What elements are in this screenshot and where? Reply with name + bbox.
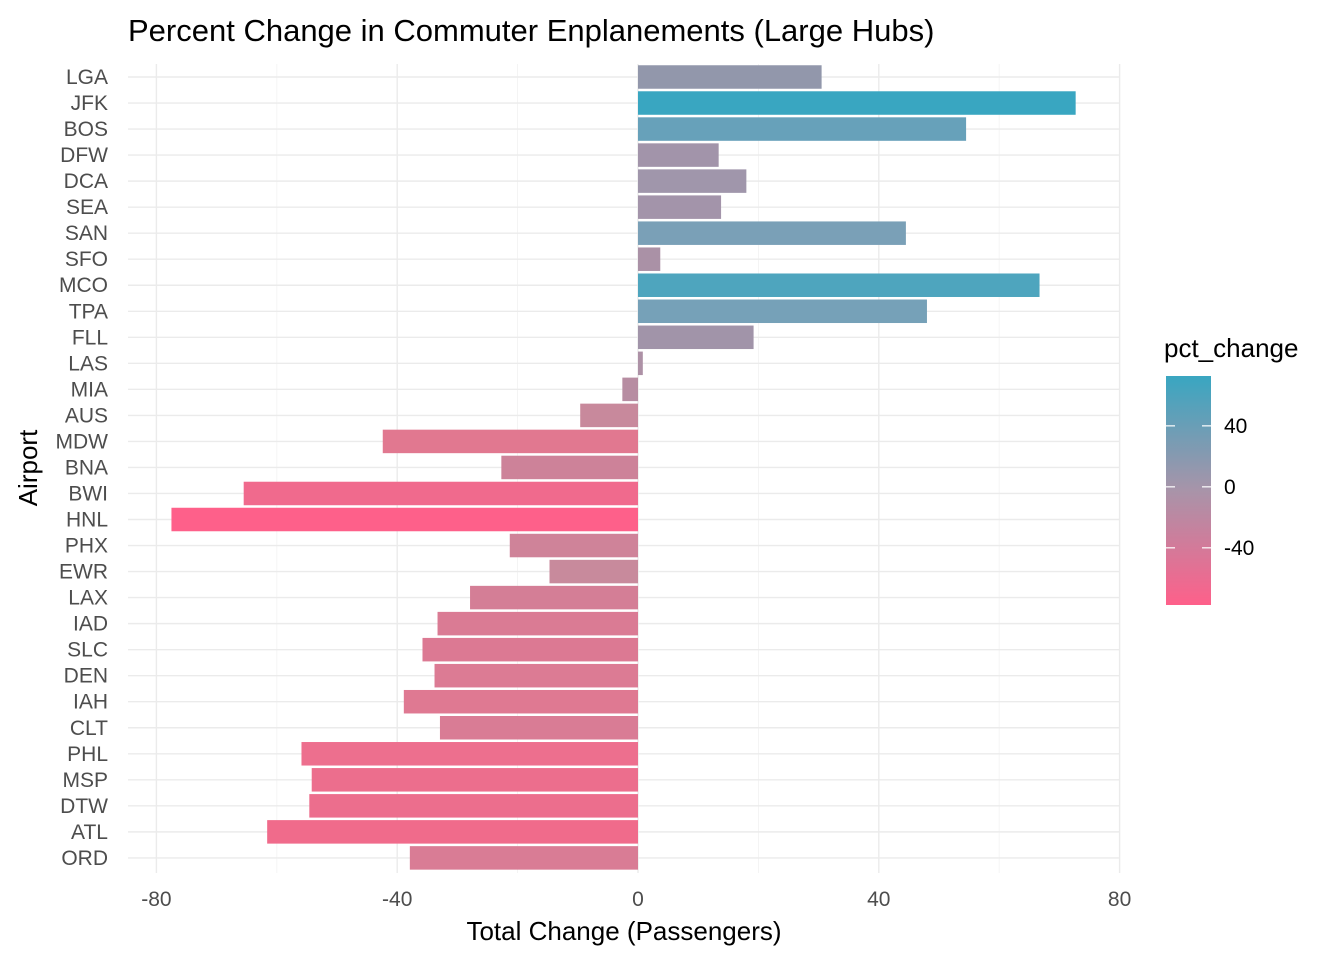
- y-tick-label: SAN: [65, 222, 108, 245]
- bar-jfk: [638, 91, 1076, 115]
- y-tick-label: DFW: [60, 144, 108, 167]
- x-tick-label: 40: [867, 888, 890, 911]
- y-tick-label: EWR: [59, 561, 108, 584]
- legend-tick-label: 0: [1224, 476, 1236, 499]
- bar-sfo: [638, 247, 661, 271]
- y-tick-label: DCA: [64, 170, 108, 193]
- legend-colorbar: [1166, 376, 1211, 605]
- y-tick-label: LAX: [68, 587, 108, 610]
- y-tick-label: DEN: [64, 665, 108, 688]
- bar-dfw: [638, 143, 719, 167]
- y-tick-label: LAS: [68, 352, 108, 375]
- y-tick-label: IAH: [73, 691, 108, 714]
- legend-tick-label: -40: [1224, 537, 1254, 560]
- bar-ord: [409, 846, 638, 870]
- bar-mdw: [382, 429, 638, 454]
- x-tick-label: 0: [632, 888, 644, 911]
- bar-iad: [437, 611, 638, 636]
- bar-lax: [470, 585, 638, 610]
- y-tick-label: FLL: [72, 326, 108, 349]
- bar-dtw: [309, 794, 638, 818]
- color-legend: pct_change 40 0 -40: [1164, 333, 1298, 605]
- bar-slc: [422, 637, 638, 662]
- y-tick-label: AUS: [65, 404, 108, 427]
- y-tick-label: MCO: [59, 274, 108, 297]
- y-tick-label: SEA: [66, 196, 108, 219]
- x-tick-label: -40: [382, 888, 412, 911]
- bar-mia: [622, 377, 638, 402]
- x-axis-label: Total Change (Passengers): [466, 916, 781, 946]
- y-tick-label: LGA: [66, 66, 108, 89]
- y-tick-label: BOS: [64, 118, 108, 141]
- bar-msp: [311, 768, 638, 792]
- bar-atl: [267, 820, 638, 844]
- bar-tpa: [638, 299, 927, 324]
- bar-aus: [580, 403, 638, 428]
- y-tick-label: MSP: [62, 769, 108, 792]
- y-tick-label: CLT: [70, 717, 108, 740]
- bar-layer: [171, 65, 1076, 870]
- y-tick-label: SLC: [67, 639, 108, 662]
- bar-bwi: [243, 481, 638, 506]
- bar-phx: [509, 533, 638, 558]
- x-tick-label: -80: [141, 888, 171, 911]
- y-tick-labels: LGA JFK BOS DFW DCA SEA SAN SFO MCO TPA FLL LAS MIA A…: [56, 66, 109, 870]
- bar-clt: [439, 716, 638, 740]
- bar-fll: [638, 325, 754, 350]
- chart-title: Percent Change in Commuter Enplanements …: [128, 13, 934, 48]
- legend-tick-label: 40: [1224, 415, 1247, 438]
- y-tick-label: IAD: [73, 613, 108, 636]
- bar-lga: [638, 65, 822, 89]
- bar-iah: [403, 689, 638, 714]
- y-tick-label: DTW: [60, 795, 108, 818]
- y-tick-label: BNA: [65, 456, 108, 479]
- bar-den: [434, 663, 638, 688]
- y-axis-label: Airport: [13, 429, 43, 506]
- y-tick-label: MDW: [56, 430, 109, 453]
- bar-bos: [638, 117, 967, 141]
- bar-sea: [638, 195, 722, 219]
- y-tick-label: HNL: [66, 509, 108, 532]
- y-tick-label: TPA: [69, 300, 108, 323]
- bar-san: [638, 221, 906, 245]
- x-tick-label: 80: [1108, 888, 1131, 911]
- bar-bna: [501, 455, 638, 480]
- bar-mco: [638, 273, 1040, 297]
- y-tick-label: PHL: [67, 743, 108, 766]
- y-tick-label: JFK: [71, 92, 108, 115]
- bar-dca: [638, 169, 747, 193]
- y-tick-label: PHX: [65, 535, 108, 558]
- x-tick-labels: -80 -40 0 40 80: [141, 888, 1131, 911]
- y-tick-label: MIA: [71, 378, 108, 401]
- y-tick-label: BWI: [68, 482, 108, 505]
- bar-ewr: [549, 559, 638, 584]
- bar-las: [638, 351, 643, 376]
- y-tick-label: SFO: [65, 248, 108, 271]
- bar-phl: [301, 742, 638, 766]
- y-tick-label: ATL: [71, 821, 108, 844]
- bar-hnl: [171, 507, 638, 532]
- legend-title: pct_change: [1164, 333, 1298, 363]
- y-tick-label: ORD: [61, 847, 108, 870]
- legend-ticks: 40 0 -40: [1166, 415, 1254, 560]
